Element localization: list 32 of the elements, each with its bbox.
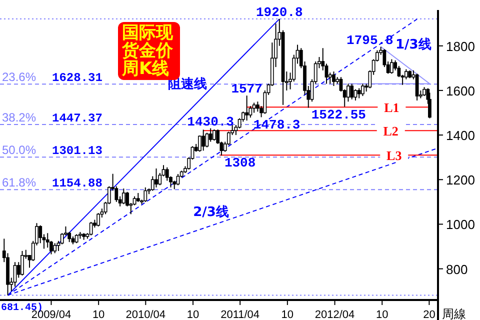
- text: 23.6% 1628.31: [2, 70, 102, 86]
- series-label: 2/3线: [193, 204, 229, 220]
- text: 国际现货金价周K线: [121, 23, 174, 79]
- annotation: 1430.3: [187, 114, 234, 130]
- series-label: L3: [386, 148, 402, 164]
- annotation: 1577: [231, 82, 262, 97]
- annotation: 1478.3: [253, 118, 300, 133]
- y-tick-label: 1200: [446, 172, 475, 188]
- x-tick-label: 10: [281, 309, 294, 320]
- annotation: 1522.55: [311, 108, 366, 123]
- annotation: 1308: [224, 156, 256, 171]
- x-tick-label: 10: [92, 309, 105, 320]
- x-tick-label: 20: [423, 309, 436, 320]
- series-label: L2: [383, 124, 398, 139]
- x-tick-label: 2011/04: [220, 309, 260, 320]
- series-label: 1/3线: [395, 38, 432, 53]
- series-label: L1: [384, 100, 400, 116]
- text: 61.8% 1154.88: [2, 176, 102, 191]
- x-axis-title: 周線: [442, 307, 466, 320]
- annotation: 1920.8: [256, 4, 304, 20]
- x-tick-label: 10: [186, 309, 200, 320]
- x-tick-label: 2012/04: [314, 309, 355, 320]
- x-tick-label: 2010/04: [126, 309, 166, 320]
- y-tick-label: 1000: [446, 217, 475, 232]
- y-tick-label: 1600: [446, 83, 475, 98]
- text: 38.2% 1447.37: [2, 110, 102, 126]
- annotation: 1795.8: [346, 32, 394, 48]
- text: 50.0% 1301.13: [2, 143, 102, 158]
- y-tick-label: 1800: [446, 38, 475, 54]
- x-tick-label: 10: [376, 309, 388, 320]
- y-tick-label: 1400: [446, 128, 475, 144]
- y-tick-label: 800: [446, 262, 468, 277]
